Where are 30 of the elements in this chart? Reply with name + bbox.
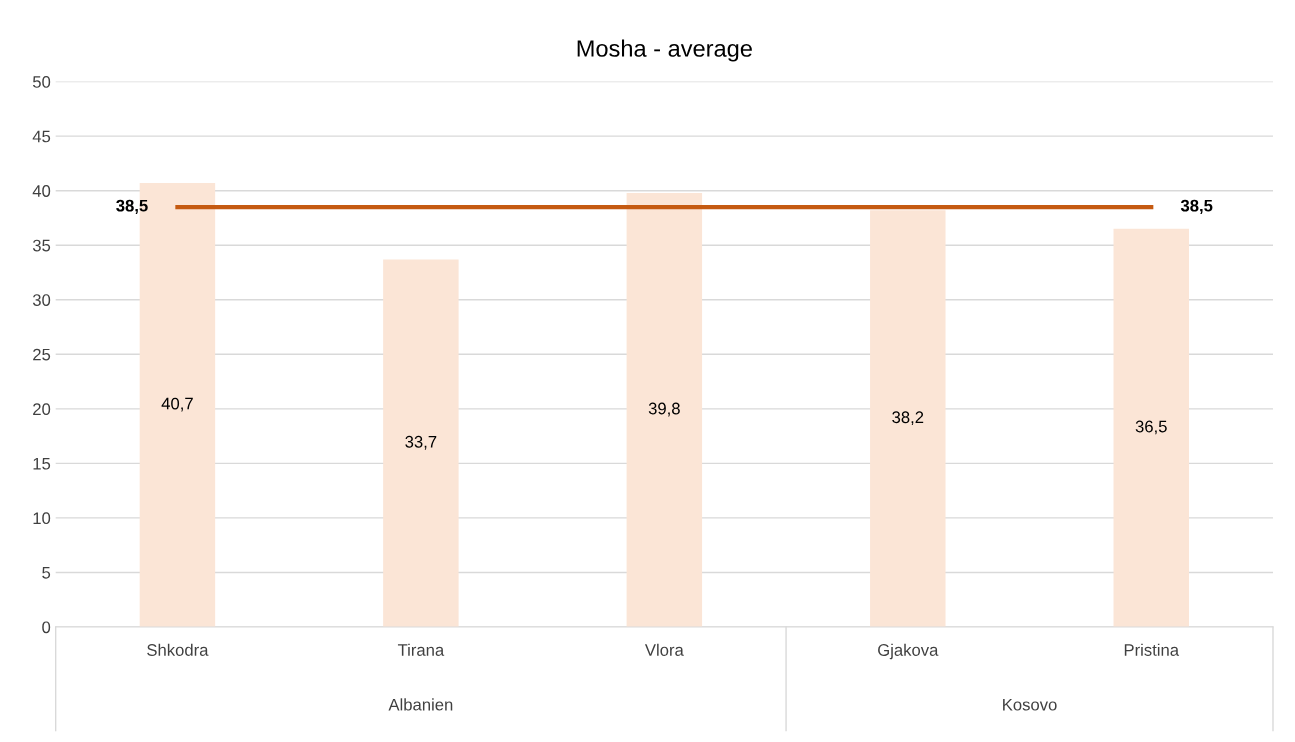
text: Albanien bbox=[388, 698, 453, 711]
data-label: 38,5 bbox=[1180, 199, 1213, 214]
y-tick-label: 20 bbox=[33, 403, 51, 416]
y-tick-label: 10 bbox=[33, 512, 51, 525]
data-label: 39,8 bbox=[648, 402, 680, 417]
y-tick-label: 0 bbox=[42, 621, 51, 634]
data-label: 38,2 bbox=[892, 411, 924, 426]
data-label: 36,5 bbox=[1135, 420, 1167, 435]
bar bbox=[1113, 228, 1189, 627]
bar bbox=[626, 192, 703, 627]
bar bbox=[383, 259, 459, 627]
y-tick-label: 5 bbox=[42, 567, 51, 579]
text: Kosovo bbox=[1003, 698, 1057, 711]
y-tick-label: 15 bbox=[33, 457, 51, 470]
x-tick-label: Pristina bbox=[1124, 643, 1180, 656]
x-tick-label: Shkodra bbox=[147, 643, 209, 656]
chart-title: Mosha - average bbox=[577, 39, 752, 62]
y-tick-label: 45 bbox=[32, 130, 51, 143]
x-tick-label: Tirana bbox=[397, 643, 445, 656]
y-tick-label: 30 bbox=[32, 294, 51, 306]
data-label: 38,5 bbox=[116, 199, 148, 214]
data-label: 33,7 bbox=[405, 435, 437, 450]
y-tick-label: 35 bbox=[32, 239, 51, 252]
x-tick-label: Vlora bbox=[644, 643, 684, 656]
y-tick-label: 40 bbox=[32, 185, 51, 197]
data-label: 40,7 bbox=[161, 397, 193, 412]
bar bbox=[870, 210, 946, 627]
x-tick-label: Gjakova bbox=[878, 643, 939, 660]
y-tick-label: 25 bbox=[33, 348, 51, 361]
y-tick-label: 50 bbox=[32, 76, 51, 88]
